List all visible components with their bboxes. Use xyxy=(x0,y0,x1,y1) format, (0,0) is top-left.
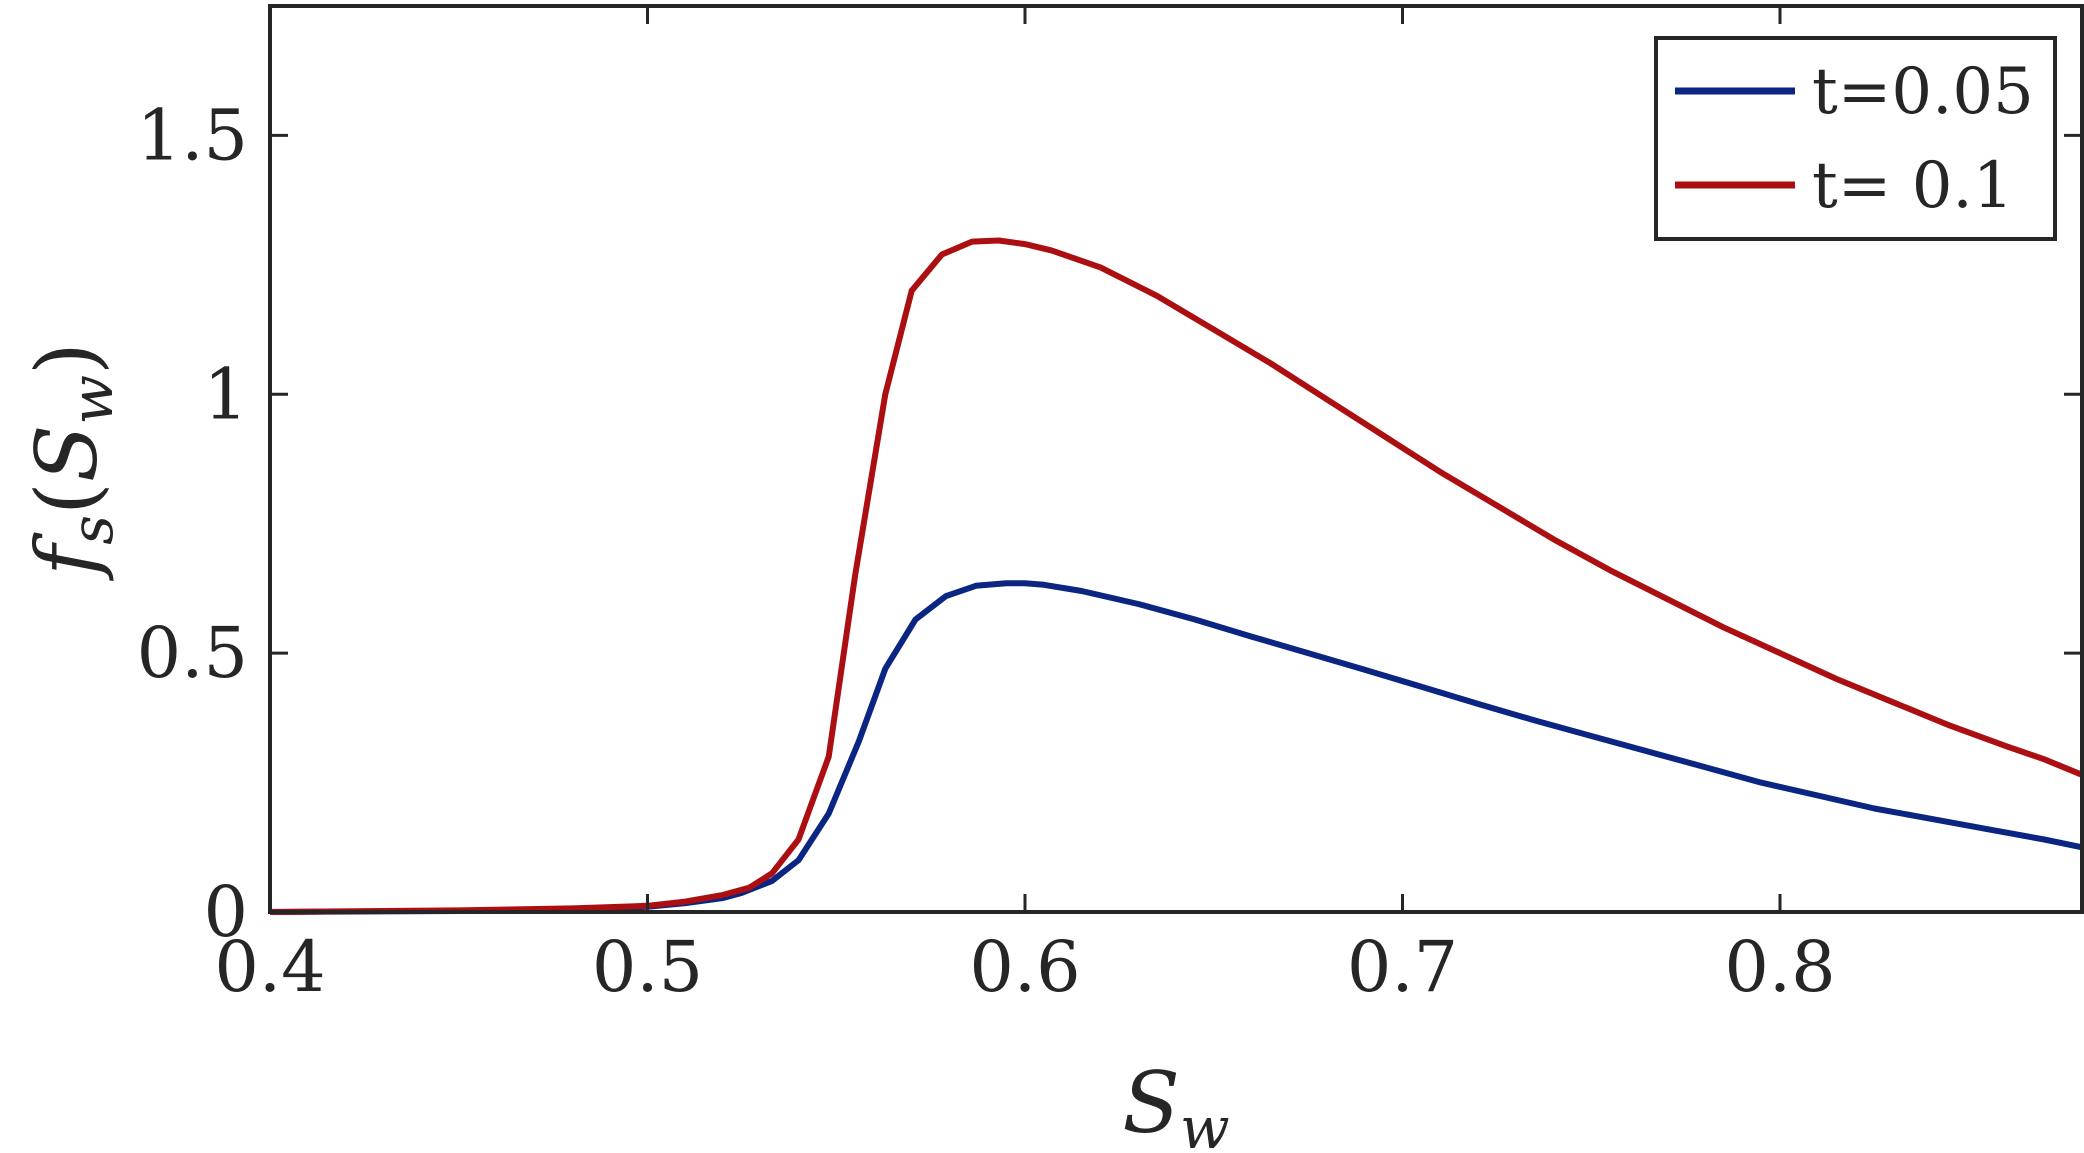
series-line-2 xyxy=(269,237,2084,915)
x-tick-label: 0.4 xyxy=(214,926,325,1008)
tick-labels: 0.4 0.5 0.6 0.7 0.8 0 0.5 1 1.5 xyxy=(137,94,1836,1008)
legend-label-series-1: t=0.05 xyxy=(1812,55,2034,129)
x-tick-label: 0.6 xyxy=(969,926,1080,1008)
y-axis-label: fs(Sw) xyxy=(18,342,126,582)
y-tick-label: 0 xyxy=(203,871,248,953)
y-tick-label: 1.5 xyxy=(137,94,248,176)
x-tick-label: 0.7 xyxy=(1347,926,1458,1008)
x-axis-label: Sw xyxy=(1122,1054,1229,1153)
y-tick-label: 0.5 xyxy=(137,612,248,694)
y-tick-label: 1 xyxy=(203,353,248,435)
plot-frame xyxy=(268,4,2084,914)
legend: t=0.05 t= 0.1 xyxy=(1654,36,2057,241)
series-layer xyxy=(269,237,2084,915)
legend-box xyxy=(1654,36,2057,241)
x-tick-label: 0.8 xyxy=(1724,926,1835,1008)
legend-label-series-2: t= 0.1 xyxy=(1812,149,2013,223)
x-tick-label: 0.5 xyxy=(592,926,703,1008)
